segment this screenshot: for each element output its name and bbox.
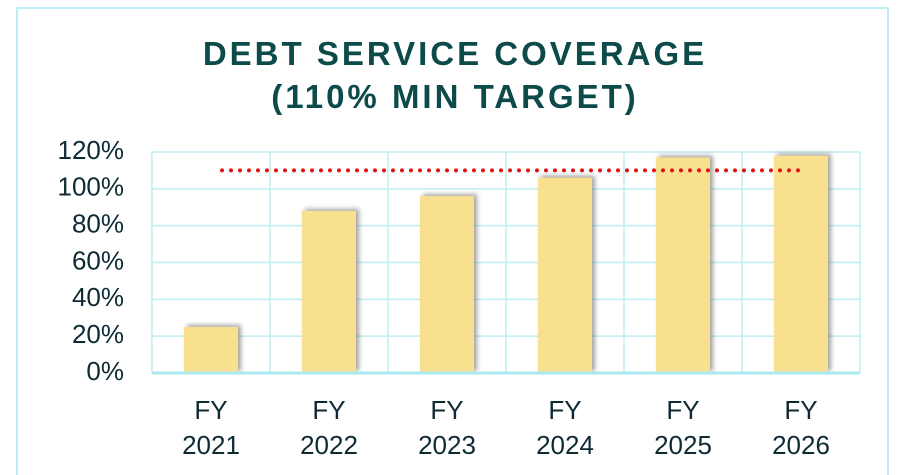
bar — [538, 177, 592, 373]
chart-title: DEBT SERVICE COVERAGE (110% MIN TARGET) — [203, 35, 707, 115]
x-tick-label: FY 2022 — [300, 395, 358, 460]
bar — [774, 155, 828, 373]
y-tick-label: 120% — [58, 135, 125, 165]
bar — [656, 157, 710, 373]
bar — [420, 196, 474, 373]
x-tick-label: FY 2023 — [418, 395, 476, 460]
bar — [184, 326, 238, 373]
x-tick-label: FY 2024 — [536, 395, 594, 460]
x-tick-label: FY 2026 — [772, 395, 830, 460]
y-tick-label: 40% — [72, 282, 124, 312]
y-tick-label: 60% — [72, 245, 124, 275]
y-tick-label: 20% — [72, 319, 124, 349]
x-tick-label: FY 2025 — [654, 395, 712, 460]
bar — [302, 210, 356, 373]
y-tick-label: 100% — [58, 172, 125, 202]
y-tick-label: 80% — [72, 209, 124, 239]
x-tick-label: FY 2021 — [182, 395, 240, 460]
y-tick-label: 0% — [86, 356, 124, 386]
